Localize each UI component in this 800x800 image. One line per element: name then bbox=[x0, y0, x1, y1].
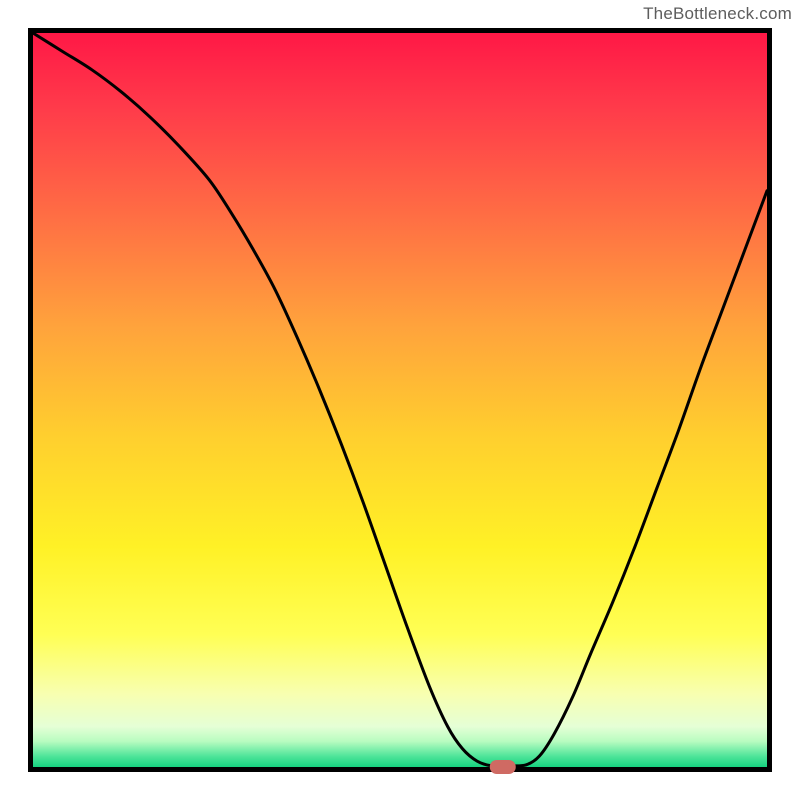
bottleneck-curve bbox=[33, 33, 767, 766]
optimum-marker bbox=[490, 760, 516, 774]
curve-layer bbox=[33, 33, 767, 767]
chart-stage: TheBottleneck.com bbox=[0, 0, 800, 800]
chart-panel bbox=[28, 28, 772, 772]
watermark-text: TheBottleneck.com bbox=[643, 4, 792, 24]
